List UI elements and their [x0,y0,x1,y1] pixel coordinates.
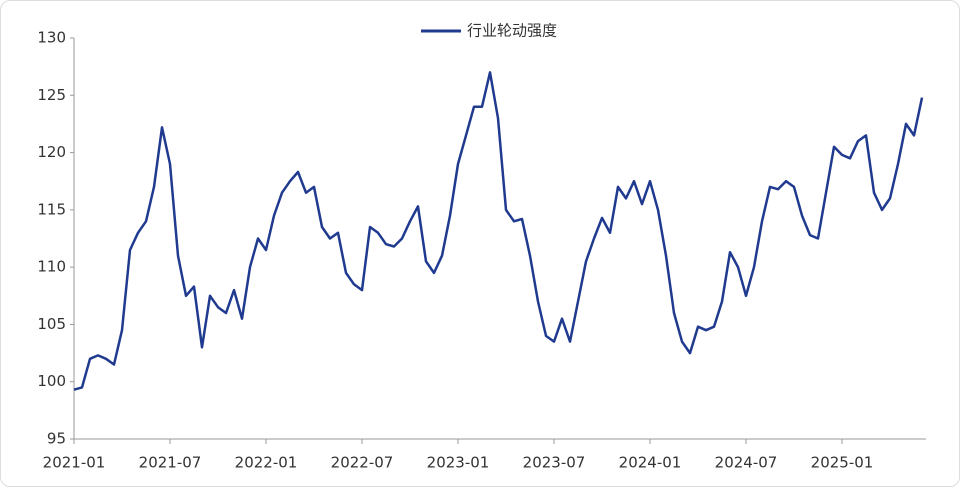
x-tick-label: 2022-01 [235,454,298,472]
y-tick-label: 130 [37,29,66,47]
y-tick-label: 95 [47,430,66,448]
x-tick-label: 2024-01 [619,454,682,472]
y-tick-label: 105 [37,315,66,333]
y-tick-label: 115 [37,200,66,218]
x-tick-label: 2023-01 [427,454,490,472]
legend-label: 行业轮动强度 [467,22,557,40]
y-tick-label: 125 [37,86,66,104]
y-tick-label: 110 [37,258,66,276]
x-tick-label: 2022-07 [331,454,394,472]
y-tick-label: 120 [37,143,66,161]
line-series [73,71,924,391]
x-tick-label: 2025-01 [811,454,874,472]
x-tick-label: 2024-07 [715,454,778,472]
x-tick-label: 2021-07 [139,454,202,472]
y-tick-label: 100 [37,372,66,390]
x-tick-label: 2023-07 [523,454,586,472]
x-tick-label: 2021-01 [43,454,106,472]
